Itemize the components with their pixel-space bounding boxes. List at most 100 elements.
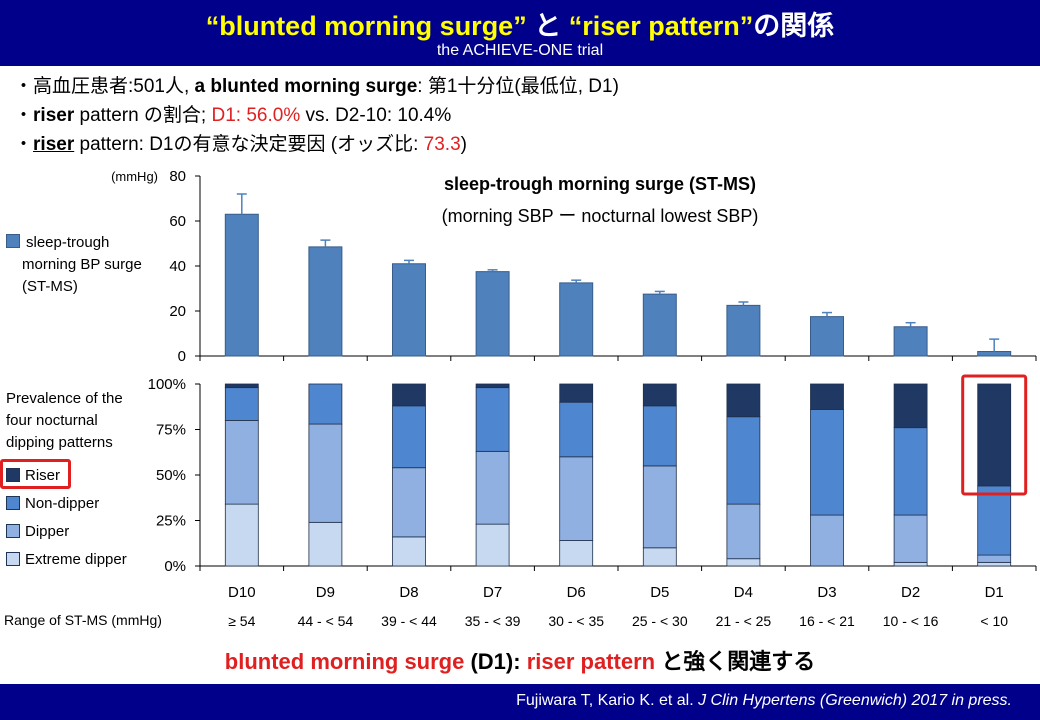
- range-label-D8: 39 - < 44: [381, 613, 437, 629]
- dipper-segment-D9: [308, 423, 343, 523]
- footer-bar: [0, 684, 1040, 720]
- riser-segment-D7: [475, 383, 510, 389]
- bullet-3: ・riser pattern: D1の有意な決定要因 (オッズ比: 73.3): [14, 134, 467, 155]
- dipper-segment-D8: [392, 467, 426, 538]
- bullet-2-suffix: vs. D2-10: 10.4%: [300, 105, 452, 126]
- legend-riser: Riser: [6, 467, 60, 485]
- citation-authors: Fujiwara T, Kario K. et al.: [516, 692, 699, 709]
- prevalence-title-line-3: dipping patterns: [6, 434, 113, 451]
- non-dipper-segment-D3: [810, 409, 844, 516]
- citation: Fujiwara T, Kario K. et al. J Clin Hyper…: [516, 692, 1012, 710]
- st-ms-bar-D3: [810, 316, 844, 357]
- citation-journal: J Clin Hypertens (Greenwich) 2017 in pre…: [698, 692, 1012, 709]
- non-dipper-segment-D5: [642, 405, 677, 467]
- extreme-dipper-segment-D5: [642, 547, 677, 567]
- bullet-3-red: 73.3: [423, 134, 461, 155]
- st-ms-bar-D1: [977, 351, 1012, 357]
- range-label-D9: 44 - < 54: [298, 613, 354, 629]
- slide-subtitle: the ACHIEVE-ONE trial: [436, 42, 604, 59]
- legend-label-dipper: Dipper: [25, 523, 70, 540]
- top-y-tick-label: 60: [169, 213, 186, 230]
- chart-annotation-subtitle: (morning SBP ー nocturnal lowest SBP): [441, 206, 759, 226]
- non-dipper-segment-D7: [475, 387, 510, 452]
- top-y-tick-label: 20: [169, 303, 186, 320]
- st-ms-bar-D10: [224, 213, 259, 357]
- bottom-y-tick-label: 25%: [156, 513, 186, 530]
- range-label-D6: 30 - < 35: [548, 613, 604, 629]
- non-dipper-segment-D2: [893, 427, 928, 516]
- extreme-dipper-segment-D4: [726, 558, 761, 567]
- legend-top-line-2: morning BP surge: [22, 256, 142, 273]
- non-dipper-segment-D6: [559, 401, 594, 458]
- prevalence-title-line-2: four nocturnal: [6, 412, 98, 429]
- legend-swatch-dipper: [6, 524, 20, 538]
- top-y-tick-label: 80: [169, 168, 186, 185]
- bullet-1-prefix: ・高血圧患者:501人,: [14, 76, 190, 97]
- top-y-tick-label: 40: [169, 258, 186, 275]
- st-ms-bar-D5: [642, 293, 677, 357]
- bullet-2-bold: riser: [33, 105, 75, 126]
- bottom-chart-title: Prevalence of the four nocturnal dipping…: [6, 388, 123, 454]
- dipper-segment-D10: [224, 419, 259, 505]
- d1-highlight-box: [961, 374, 1028, 496]
- extreme-dipper-segment-D7: [475, 523, 510, 567]
- extreme-dipper-segment-D10: [224, 503, 259, 567]
- range-label-D7: 35 - < 39: [465, 613, 521, 629]
- legend-top-line-3: (ST-MS): [22, 278, 78, 295]
- non-dipper-segment-D9: [308, 383, 343, 425]
- range-label-D5: 25 - < 30: [632, 613, 688, 629]
- riser-segment-D8: [392, 383, 426, 407]
- riser-segment-D2: [893, 383, 928, 429]
- legend-swatch-st-ms: [6, 234, 20, 248]
- title-part-4: の関係: [753, 11, 835, 41]
- bottom-y-tick-label: 0%: [164, 558, 186, 575]
- conclusion-red-1: blunted morning surge: [224, 649, 465, 674]
- conclusion-end: と強く関連する: [655, 649, 816, 674]
- slide-title: “blunted morning surge” と “riser pattern…: [0, 4, 1040, 43]
- dipper-segment-D7: [475, 450, 510, 525]
- st-ms-bar-D8: [392, 263, 426, 357]
- range-row-label: Range of ST-MS (mmHg): [4, 612, 162, 628]
- dipper-segment-D5: [642, 465, 677, 549]
- riser-segment-D1: [977, 383, 1012, 487]
- legend-label-extreme-dipper: Extreme dipper: [25, 551, 127, 568]
- bullet-1-suffix: : 第1十分位(最低位, D1): [417, 76, 619, 97]
- riser-segment-D3: [810, 383, 844, 410]
- bottom-y-tick-label: 50%: [156, 467, 186, 484]
- title-part-2: と: [534, 11, 562, 41]
- decile-label-D1: D1: [985, 584, 1004, 601]
- range-label-D1: < 10: [980, 613, 1008, 629]
- decile-label-D5: D5: [650, 584, 669, 601]
- extreme-dipper-segment-D2: [893, 561, 928, 567]
- extreme-dipper-segment-D1: [977, 561, 1012, 567]
- top-y-tick-label: 0: [178, 348, 186, 365]
- prevalence-title-line-1: Prevalence of the: [6, 390, 123, 407]
- legend-swatch-riser: [6, 468, 20, 482]
- dipper-segment-D3: [810, 514, 844, 567]
- conclusion-text: blunted morning surge (D1): riser patter…: [0, 644, 1040, 676]
- bullet-2-red: D1: 56.0%: [211, 105, 301, 126]
- extreme-dipper-segment-D9: [308, 521, 343, 567]
- dipper-segment-D4: [726, 503, 761, 560]
- non-dipper-segment-D8: [392, 405, 426, 469]
- decile-label-D2: D2: [901, 584, 920, 601]
- bullet-1: ・高血圧患者:501人, a blunted morning surge: 第1…: [14, 72, 619, 101]
- non-dipper-segment-D1: [977, 485, 1012, 556]
- decile-label-D4: D4: [734, 584, 753, 601]
- dipper-segment-D2: [893, 514, 928, 563]
- legend-swatch-non-dipper: [6, 496, 20, 510]
- range-label-D4: 21 - < 25: [716, 613, 772, 629]
- bullet-list: ・高血圧患者:501人, a blunted morning surge: 第1…: [14, 72, 619, 159]
- legend-extreme-dipper: Extreme dipper: [6, 551, 127, 569]
- bullet-3-end: ): [460, 134, 467, 155]
- legend-label-non-dipper: Non-dipper: [25, 495, 100, 512]
- st-ms-bar-D2: [893, 326, 928, 357]
- non-dipper-segment-D4: [726, 416, 761, 505]
- conclusion-mid: (D1):: [464, 649, 527, 674]
- bullet-3-bold: riser: [33, 134, 75, 155]
- extreme-dipper-segment-D6: [559, 540, 594, 567]
- dipper-segment-D6: [559, 456, 594, 541]
- bullet-1-bold: a blunted morning surge: [194, 76, 418, 97]
- legend-label-riser: Riser: [25, 467, 61, 484]
